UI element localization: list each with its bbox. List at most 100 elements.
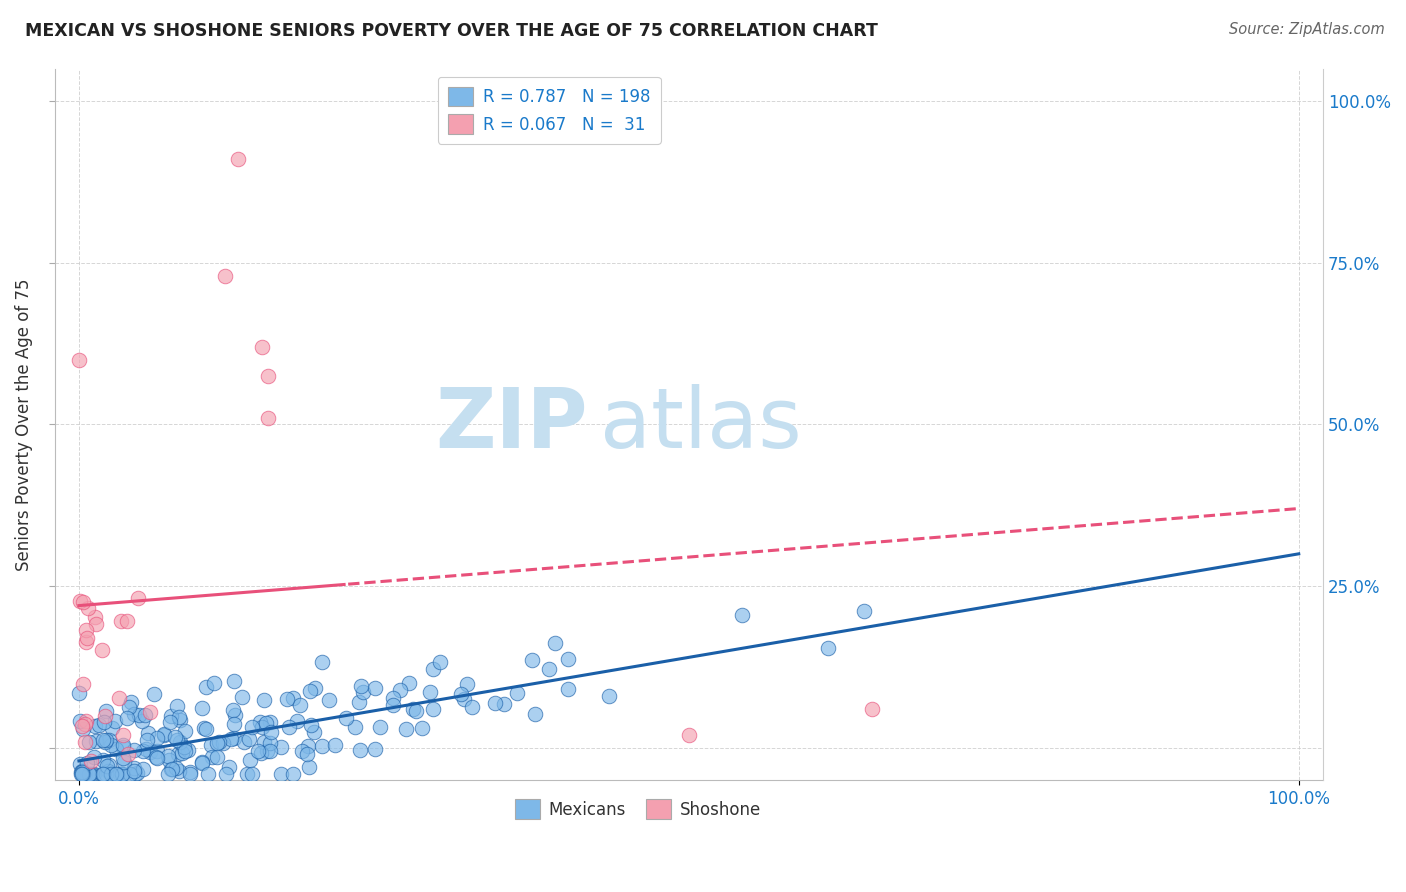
Point	[382, 698, 405, 712]
Point	[146, 743, 169, 757]
Point	[231, 690, 253, 704]
Point	[101, 721, 124, 735]
Point	[108, 767, 131, 781]
Point	[191, 755, 214, 769]
Point	[177, 743, 200, 757]
Point	[222, 717, 245, 731]
Point	[70, 719, 93, 733]
Point	[118, 700, 141, 714]
Point	[136, 733, 159, 747]
Point	[72, 676, 94, 690]
Point	[128, 707, 150, 722]
Point	[136, 726, 159, 740]
Point	[524, 706, 547, 721]
Point	[484, 696, 506, 710]
Point	[678, 728, 700, 742]
Point	[122, 743, 145, 757]
Point	[860, 702, 883, 716]
Point	[402, 702, 425, 716]
Point	[84, 617, 107, 632]
Point	[218, 760, 240, 774]
Point	[256, 744, 278, 758]
Point	[238, 731, 260, 746]
Point	[115, 614, 138, 628]
Point	[817, 641, 839, 656]
Point	[214, 268, 236, 283]
Point	[174, 723, 197, 738]
Point	[80, 754, 103, 768]
Point	[411, 721, 433, 735]
Point	[236, 767, 259, 781]
Point	[110, 767, 132, 781]
Point	[201, 750, 224, 764]
Point	[344, 720, 367, 734]
Point	[311, 739, 333, 753]
Point	[112, 738, 135, 752]
Point	[69, 756, 91, 771]
Point	[77, 601, 100, 615]
Point	[285, 714, 308, 729]
Point	[83, 750, 105, 764]
Point	[557, 681, 579, 696]
Point	[405, 704, 427, 718]
Point	[90, 767, 112, 781]
Point	[297, 739, 319, 753]
Point	[167, 764, 190, 779]
Point	[167, 747, 190, 762]
Point	[731, 607, 754, 622]
Point	[93, 714, 115, 729]
Point	[194, 722, 217, 736]
Point	[197, 767, 219, 781]
Point	[335, 711, 357, 725]
Point	[157, 767, 180, 781]
Point	[193, 721, 215, 735]
Point	[72, 767, 94, 781]
Point	[205, 750, 228, 764]
Point	[157, 753, 180, 767]
Point	[222, 703, 245, 717]
Point	[70, 767, 93, 781]
Point	[91, 643, 114, 657]
Point	[72, 767, 94, 781]
Point	[67, 352, 90, 367]
Point	[257, 368, 280, 383]
Point	[72, 722, 94, 736]
Point	[323, 738, 346, 752]
Point	[249, 715, 271, 730]
Point	[537, 663, 560, 677]
Point	[240, 720, 263, 734]
Y-axis label: Seniors Poverty Over the Age of 75: Seniors Poverty Over the Age of 75	[15, 278, 32, 571]
Point	[557, 652, 579, 666]
Point	[461, 699, 484, 714]
Point	[76, 756, 98, 770]
Point	[456, 677, 478, 691]
Point	[239, 753, 262, 767]
Point	[311, 655, 333, 669]
Point	[299, 684, 322, 698]
Point	[318, 693, 340, 707]
Point	[139, 705, 162, 719]
Point	[208, 735, 231, 749]
Point	[246, 744, 269, 758]
Point	[117, 747, 139, 762]
Point	[250, 340, 273, 354]
Point	[84, 734, 107, 748]
Point	[160, 709, 183, 723]
Point	[159, 715, 181, 730]
Point	[429, 656, 451, 670]
Point	[853, 604, 876, 618]
Point	[253, 734, 276, 748]
Point	[94, 733, 117, 747]
Point	[388, 683, 411, 698]
Point	[259, 714, 281, 729]
Point	[494, 697, 516, 711]
Point	[91, 733, 114, 747]
Point	[166, 699, 188, 714]
Point	[124, 707, 146, 722]
Point	[83, 767, 105, 781]
Point	[132, 762, 155, 776]
Point	[304, 681, 326, 695]
Point	[105, 767, 128, 781]
Text: Source: ZipAtlas.com: Source: ZipAtlas.com	[1229, 22, 1385, 37]
Point	[118, 767, 141, 781]
